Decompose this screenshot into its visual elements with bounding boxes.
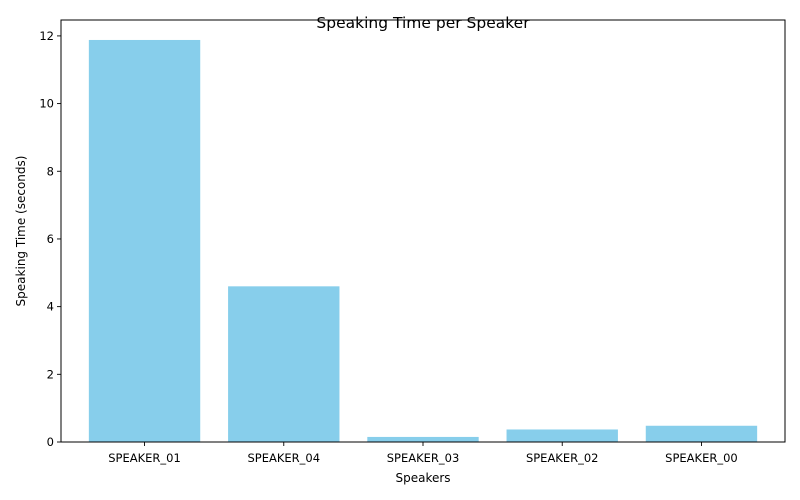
y-axis-ticks: 0 2 4 6 8 10 12 — [39, 29, 61, 449]
plot-frame — [60, 19, 786, 443]
y-tick-label: 4 — [47, 300, 54, 314]
bar-speaker-02 — [506, 429, 618, 442]
bars — [88, 39, 758, 443]
x-tick-label: SPEAKER_02 — [526, 451, 599, 465]
y-tick-label: 2 — [47, 367, 54, 381]
bar-speaker-00 — [645, 425, 758, 442]
y-tick-label: 12 — [39, 29, 54, 43]
x-axis-label: Speakers — [395, 471, 450, 485]
x-tick-label: SPEAKER_03 — [387, 451, 460, 465]
y-tick-label: 10 — [39, 97, 54, 111]
bar-speaker-01 — [88, 39, 201, 443]
bar-speaker-03 — [367, 436, 479, 442]
y-tick-label: 8 — [47, 164, 54, 178]
x-axis-ticks: SPEAKER_01 SPEAKER_04 SPEAKER_03 SPEAKER_02… — [108, 442, 738, 465]
x-tick-label: SPEAKER_04 — [247, 451, 320, 465]
chart-title: Speaking Time per Speaker — [316, 14, 530, 32]
x-tick-label: SPEAKER_01 — [108, 451, 181, 465]
y-axis-label: Speaking Time (seconds) — [14, 156, 28, 307]
bar-speaker-04 — [228, 286, 340, 442]
y-tick-label: 6 — [47, 232, 54, 246]
x-tick-label: SPEAKER_00 — [665, 451, 738, 465]
y-tick-label: 0 — [47, 435, 54, 449]
